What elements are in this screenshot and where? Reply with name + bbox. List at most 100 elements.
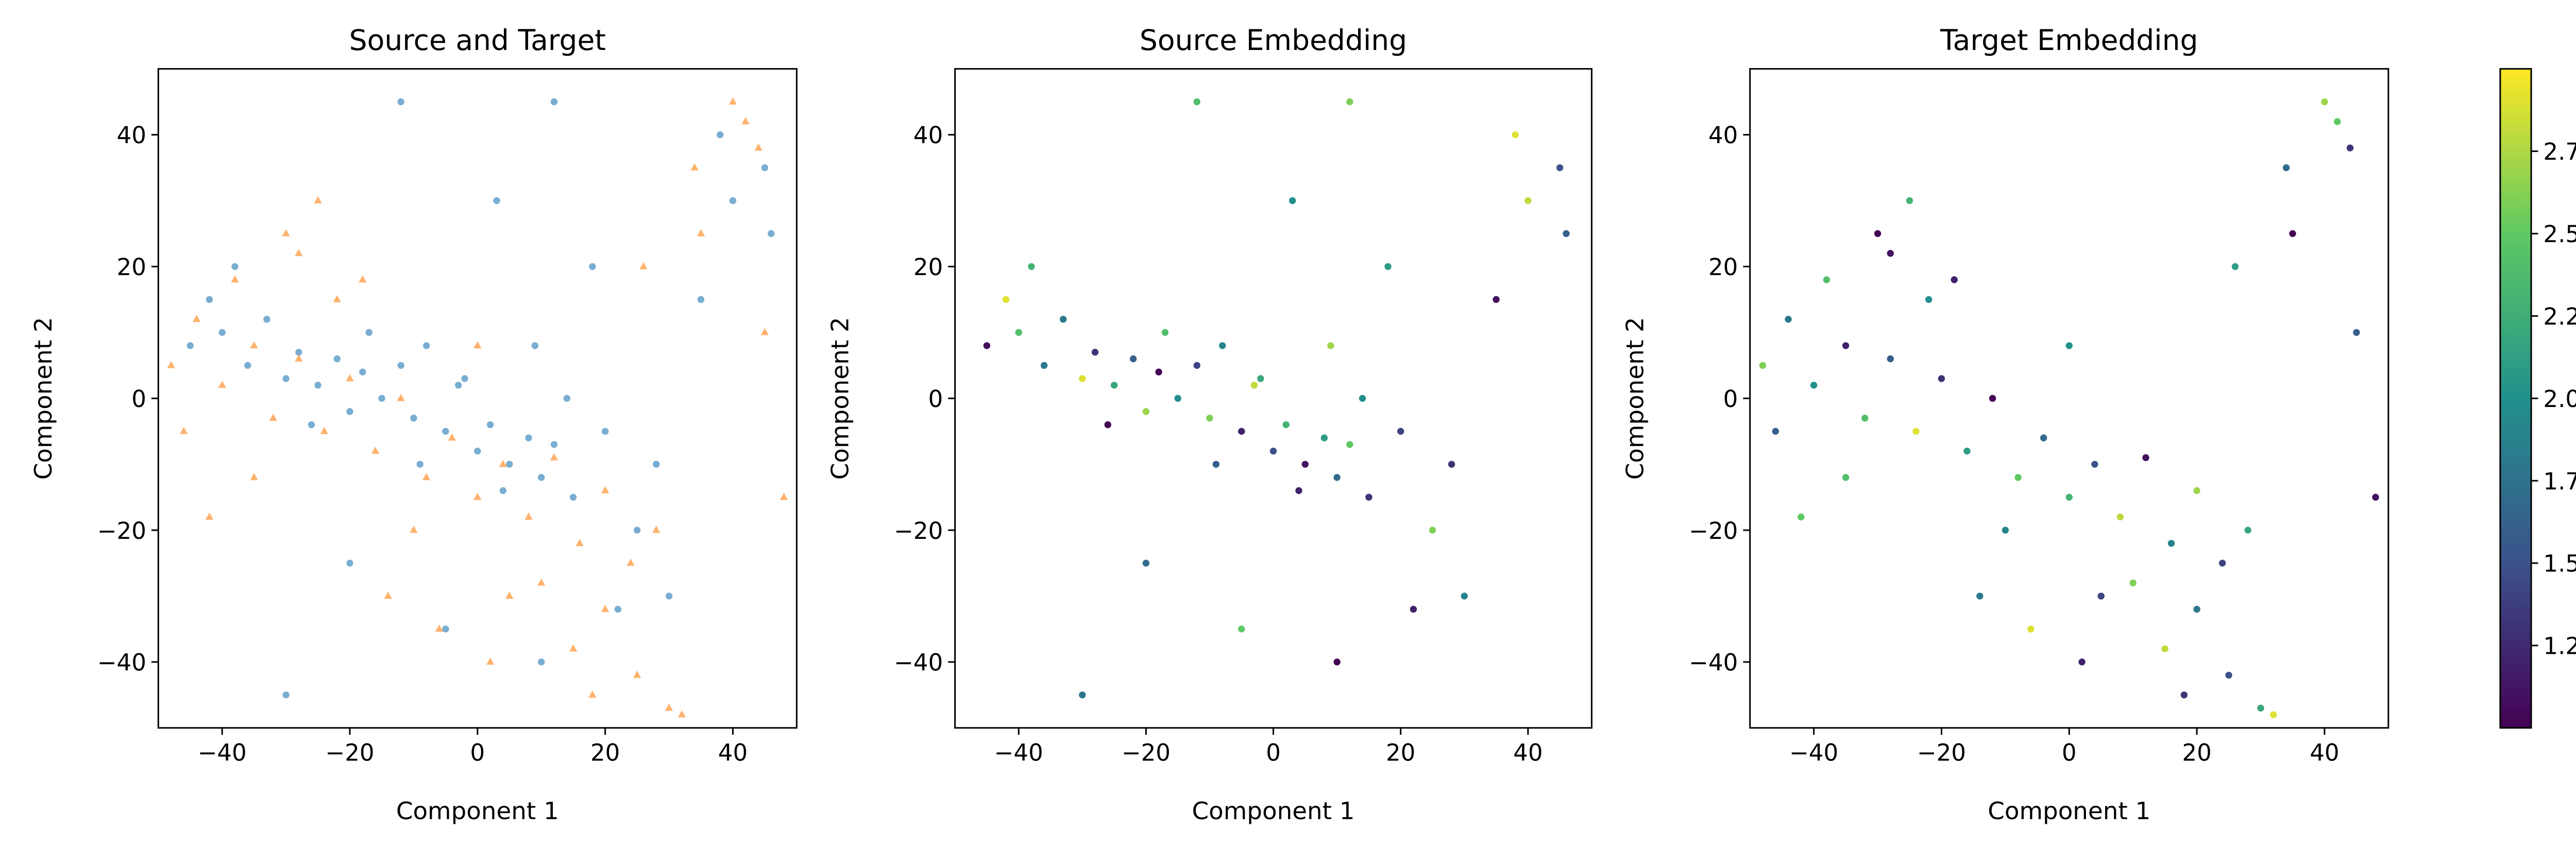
point — [570, 494, 577, 501]
point — [359, 368, 366, 376]
point — [575, 538, 584, 547]
point — [365, 329, 372, 336]
point — [2014, 474, 2022, 481]
point — [2218, 559, 2226, 567]
plot-area — [167, 97, 788, 718]
point — [2027, 625, 2035, 633]
point — [442, 625, 449, 633]
point — [537, 578, 546, 586]
point — [563, 395, 570, 402]
chart-title: Source Embedding — [1140, 24, 1407, 57]
point — [1282, 421, 1290, 429]
point — [231, 263, 239, 270]
x-tick-label: −40 — [1789, 739, 1838, 766]
point — [1219, 342, 1226, 349]
point — [1461, 592, 1468, 600]
x-tick-label: 40 — [718, 739, 748, 766]
point — [333, 295, 341, 302]
point — [1365, 494, 1372, 501]
point — [2180, 691, 2188, 699]
point — [2065, 342, 2073, 349]
point — [474, 447, 481, 455]
point — [333, 355, 341, 363]
x-tick-label: 0 — [1266, 739, 1281, 766]
y-tick-label: −20 — [1689, 517, 1738, 545]
point — [416, 461, 423, 468]
point — [2334, 118, 2341, 125]
point — [506, 461, 513, 468]
point — [282, 229, 290, 236]
point — [2129, 579, 2137, 587]
point — [295, 349, 302, 356]
point — [1810, 381, 1818, 389]
y-tick-label: −40 — [97, 649, 146, 676]
point — [397, 362, 404, 369]
point — [633, 670, 641, 678]
point — [550, 453, 558, 461]
point — [442, 428, 449, 435]
point — [2142, 454, 2149, 462]
point — [1925, 296, 1933, 303]
point — [1963, 447, 1971, 455]
chart-title: Source and Target — [349, 24, 606, 57]
point — [282, 375, 290, 382]
point — [1493, 296, 1500, 303]
point — [314, 381, 321, 389]
point — [1938, 375, 1945, 382]
point — [653, 461, 660, 468]
point — [2002, 527, 2009, 534]
point — [538, 658, 545, 666]
point — [384, 591, 393, 599]
colorbar-tick-label: 1.50 — [2543, 550, 2576, 578]
y-axis-label: Component 2 — [30, 317, 58, 480]
y-tick-label: 40 — [117, 122, 146, 149]
point — [524, 512, 533, 520]
point — [454, 381, 462, 389]
point — [2346, 144, 2354, 151]
point — [1410, 605, 1417, 613]
point — [218, 380, 226, 388]
point — [2078, 658, 2086, 666]
point — [499, 460, 507, 467]
y-tick-label: −40 — [894, 649, 943, 676]
point — [538, 474, 545, 481]
point — [1002, 296, 1010, 303]
point — [378, 395, 385, 402]
x-tick-label: −20 — [325, 739, 374, 766]
axes-frame — [1749, 68, 2389, 729]
point — [754, 143, 762, 151]
point — [499, 487, 507, 495]
point — [2193, 605, 2200, 613]
point — [1142, 559, 1150, 567]
point — [2270, 711, 2277, 718]
point — [1874, 230, 1882, 238]
x-tick-label: −40 — [994, 739, 1043, 766]
point — [1079, 691, 1086, 699]
point — [346, 559, 353, 567]
point — [187, 342, 194, 349]
point — [1346, 441, 1353, 448]
point — [448, 433, 456, 441]
point — [1289, 197, 1296, 205]
point — [741, 117, 750, 125]
x-tick-label: −20 — [1122, 739, 1171, 766]
x-tick-label: 20 — [1386, 739, 1415, 766]
point — [1301, 461, 1309, 468]
point — [320, 427, 329, 434]
point — [205, 512, 214, 520]
point — [2372, 494, 2379, 501]
point — [346, 374, 354, 382]
x-tick-label: 40 — [1513, 739, 1543, 766]
point — [652, 525, 660, 533]
point — [1906, 197, 1913, 205]
point — [1563, 230, 1570, 238]
point — [473, 493, 482, 500]
point — [614, 605, 622, 613]
point — [1785, 316, 1792, 323]
point — [1104, 421, 1111, 429]
point — [677, 710, 686, 718]
axes-frame — [157, 68, 798, 729]
point — [531, 342, 539, 349]
point — [206, 296, 213, 303]
y-tick-label: 0 — [1723, 385, 1738, 413]
